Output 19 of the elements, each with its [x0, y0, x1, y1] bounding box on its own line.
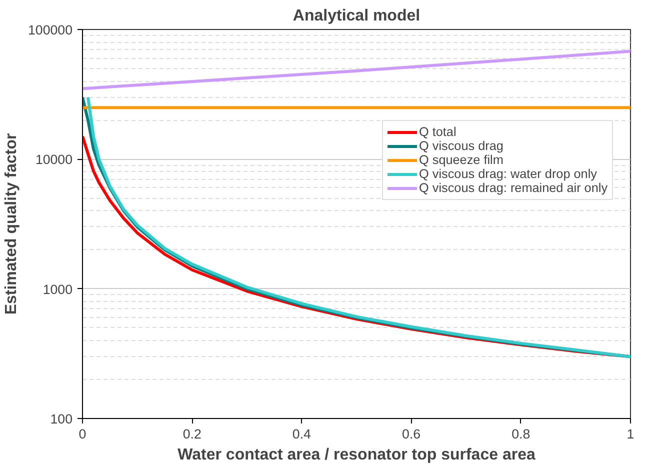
y-tick-label: 10000	[35, 152, 72, 168]
y-tick-label: 100	[50, 412, 73, 426]
y-tick-label: 1000	[42, 282, 73, 297]
x-tick-label: 0.4	[292, 426, 312, 442]
x-tick-label: 0.2	[182, 426, 202, 442]
legend-label: Q viscous drag	[419, 139, 504, 153]
line-series	[82, 50, 630, 90]
x-tick-label: 1	[626, 426, 634, 442]
x-tick-label: 0.8	[512, 426, 530, 442]
x-axis-title: Water contact area / resonator top surface area	[178, 446, 536, 464]
x-tick-label: 0	[78, 426, 86, 442]
legend-label: Q viscous drag: water drop only	[419, 167, 597, 181]
x-tick-label: 0.6	[402, 426, 421, 442]
legend-label: Q squeeze film	[419, 153, 504, 167]
y-axis-title: Estimated quality factor	[3, 133, 20, 315]
legend-label: Q viscous drag: remained air only	[419, 181, 608, 195]
legend-label: Q total	[419, 125, 456, 139]
y-tick-label: 100000	[28, 22, 73, 38]
chart-title: Analytical model	[292, 8, 420, 24]
